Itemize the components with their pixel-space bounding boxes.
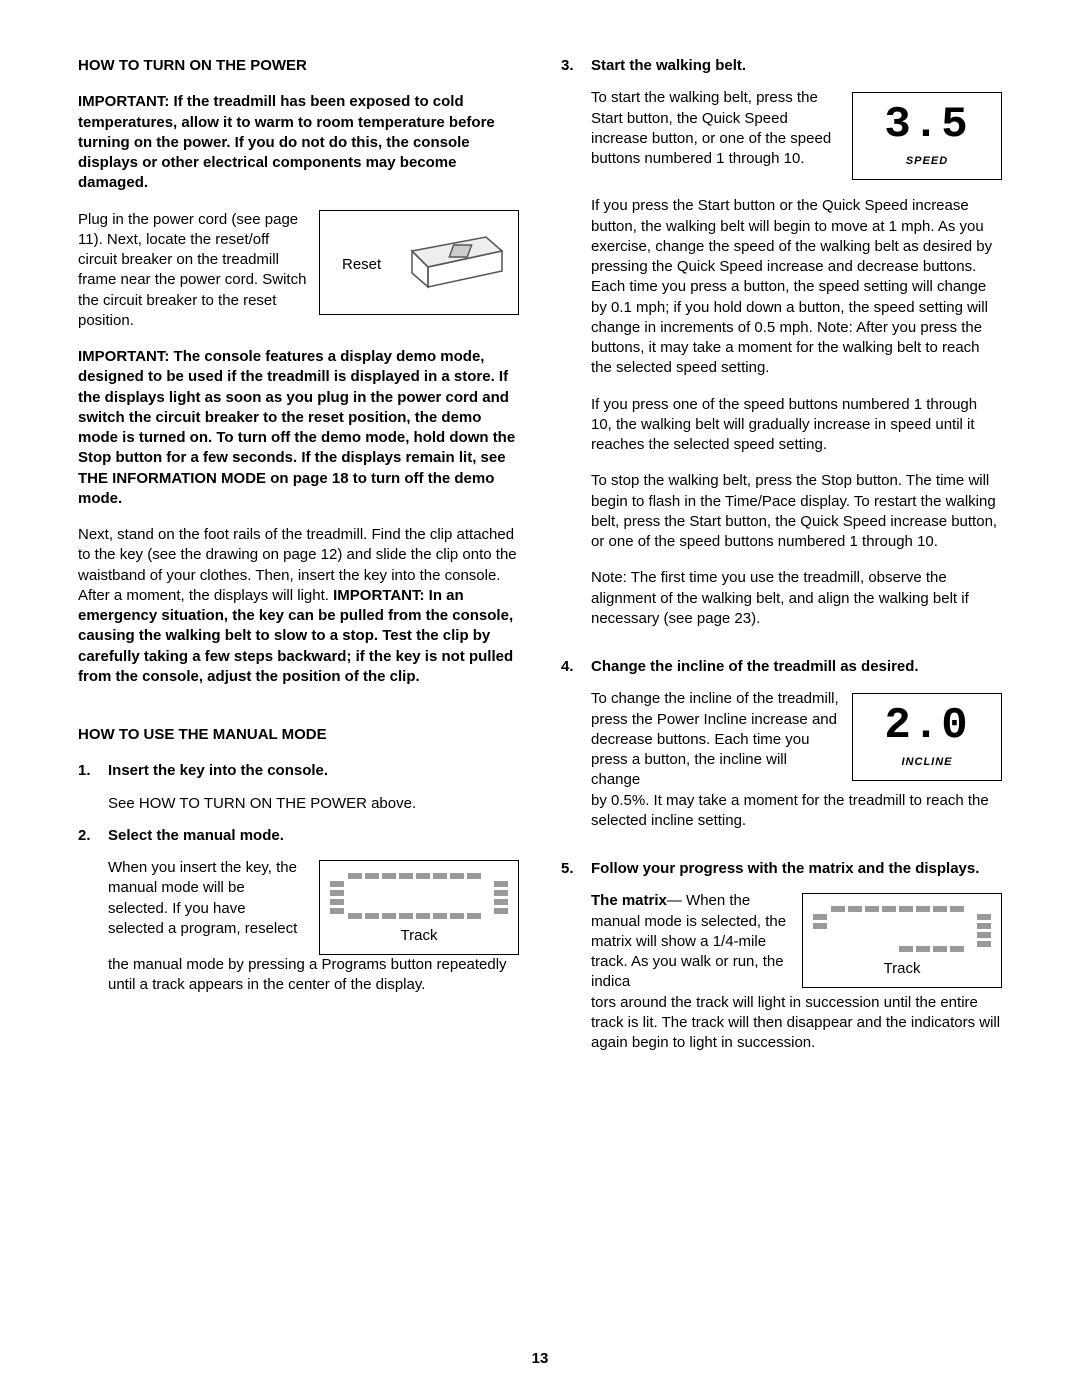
two-column-layout: HOW TO TURN ON THE POWER IMPORTANT: If t… <box>78 56 1002 1065</box>
matrix-title: The matrix <box>591 892 667 909</box>
step-4-wrap: 2.0 INCLINE To change the incline of the… <box>591 689 1002 790</box>
step-2: 2. Select the manual mode. <box>78 826 519 996</box>
step-4-b: by 0.5%. It may take a moment for the tr… <box>591 791 1002 832</box>
right-column: 3. Start the walking belt. 3.5 SPEED To … <box>561 56 1002 1065</box>
step-2-num: 2. <box>78 826 108 996</box>
step-2-body-a: When you insert the key, the manual mode… <box>108 859 297 937</box>
step-5-num: 5. <box>561 859 591 1053</box>
step-3-d: To stop the walking belt, press the Stop… <box>591 471 1002 552</box>
step-4-num: 4. <box>561 657 591 847</box>
step-4-title: Change the incline of the treadmill as d… <box>591 657 1002 677</box>
step-3-b: If you press the Start button or the Qui… <box>591 196 1002 378</box>
step-5-b: tors around the track will light in succ… <box>591 994 1000 1052</box>
heading-power: HOW TO TURN ON THE POWER <box>78 56 519 76</box>
speed-value: 3.5 <box>853 93 1001 147</box>
figure-reset-switch: Reset <box>319 210 519 315</box>
figure-incline-display: 2.0 INCLINE <box>852 693 1002 781</box>
left-column: HOW TO TURN ON THE POWER IMPORTANT: If t… <box>78 56 519 1065</box>
figure-track-matrix-left: Track <box>319 860 519 955</box>
step-3-e: Note: The first time you use the treadmi… <box>591 568 1002 629</box>
step-5-title: Follow your progress with the matrix and… <box>591 859 1002 879</box>
track-label-left: Track <box>320 926 518 946</box>
manual-page: HOW TO TURN ON THE POWER IMPORTANT: If t… <box>0 0 1080 1397</box>
step-3-a-wrap: 3.5 SPEED To start the walking belt, pre… <box>591 88 1002 180</box>
step-3: 3. Start the walking belt. 3.5 SPEED To … <box>561 56 1002 645</box>
reset-label: Reset <box>342 255 381 275</box>
track-label-right: Track <box>803 959 1001 979</box>
step-4-a: To change the incline of the treadmill, … <box>591 690 839 788</box>
step-5-wrap: Track The matrix— When the manual mode i… <box>591 891 1002 992</box>
step-3-title: Start the walking belt. <box>591 56 1002 76</box>
emergency-para: Next, stand on the foot rails of the tre… <box>78 525 519 687</box>
step-3-a: To start the walking belt, press the Sta… <box>591 89 831 167</box>
speed-label: SPEED <box>853 154 1001 169</box>
step-4: 4. Change the incline of the treadmill a… <box>561 657 1002 847</box>
step-3-c: If you press one of the speed buttons nu… <box>591 395 1002 456</box>
incline-label: INCLINE <box>853 755 1001 770</box>
step-3-num: 3. <box>561 56 591 645</box>
plug-section: Reset Plug in the power cord (see page 1… <box>78 210 519 332</box>
figure-track-matrix-right: Track <box>802 893 1002 988</box>
page-number: 13 <box>0 1349 1080 1369</box>
plug-text: Plug in the power cord (see page 11). Ne… <box>78 211 306 329</box>
reset-switch-icon <box>408 233 506 293</box>
step-2-body-b: the manual mode by pressing a Programs b… <box>108 955 519 996</box>
step-2-title: Select the manual mode. <box>108 826 519 846</box>
step-5: 5. Follow your progress with the matrix … <box>561 859 1002 1053</box>
step-1: 1. Insert the key into the console. See … <box>78 761 519 814</box>
heading-manual-mode: HOW TO USE THE MANUAL MODE <box>78 725 519 745</box>
figure-speed-display: 3.5 SPEED <box>852 92 1002 180</box>
dash: — <box>667 892 682 909</box>
warning-cold: IMPORTANT: If the treadmill has been exp… <box>78 92 519 193</box>
step-1-num: 1. <box>78 761 108 814</box>
demo-mode-warning: IMPORTANT: The console features a displa… <box>78 347 519 509</box>
step-1-body: See HOW TO TURN ON THE POWER above. <box>108 794 519 814</box>
step-1-title: Insert the key into the console. <box>108 761 519 781</box>
incline-value: 2.0 <box>853 694 1001 748</box>
step-2-body: Track When you insert the key, the manua… <box>108 858 519 955</box>
